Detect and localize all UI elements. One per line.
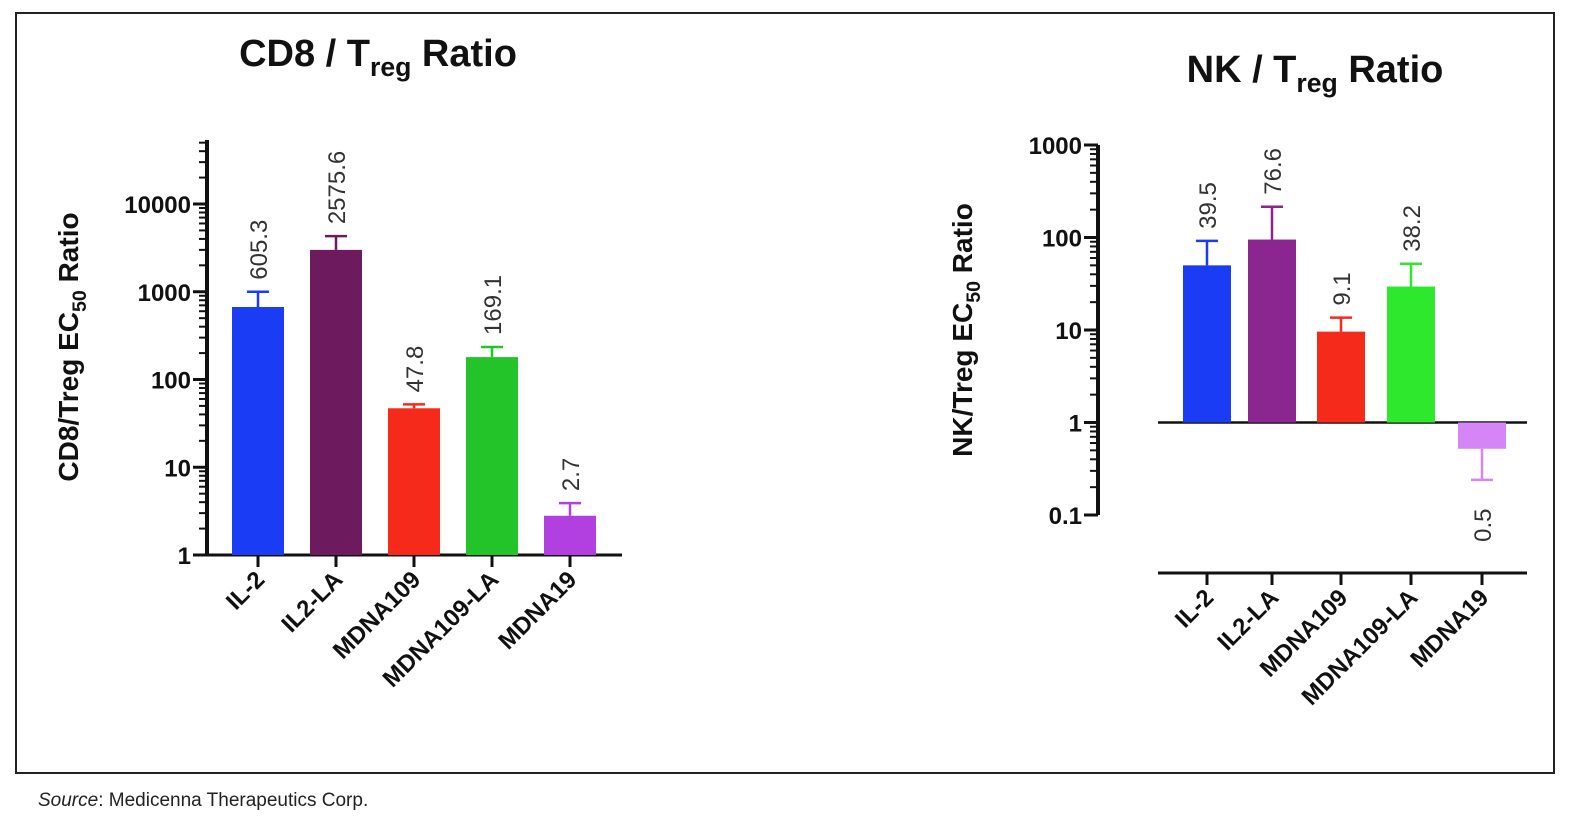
y-axis-title-sub: 50 [963, 281, 985, 303]
data-label: 169.1 [480, 275, 507, 335]
source-text: : Medicenna Therapeutics Corp. [98, 790, 369, 811]
figure-frame [15, 12, 1555, 774]
bar-il-2 [1183, 265, 1231, 423]
chart-title-main: CD8 / T [239, 33, 370, 75]
y-axis-title: CD8/Treg EC50 Ratio [53, 212, 91, 481]
y-axis-title-end: Ratio [53, 212, 84, 290]
data-label: 39.5 [1195, 182, 1222, 229]
chart-title-end: Ratio [411, 33, 517, 75]
y-tick-label: 10000 [124, 192, 191, 219]
y-tick-label: 1000 [1029, 133, 1082, 160]
y-tick-label: 10 [164, 455, 191, 482]
y-axis-title: NK/Treg EC50 Ratio [947, 203, 985, 457]
bar-mdna109-la [1387, 286, 1435, 423]
bar-il2-la [1248, 239, 1296, 423]
category-label: MDNA19 [1405, 584, 1494, 673]
bar-mdna19 [1458, 422, 1506, 449]
y-axis-title-sub: 50 [69, 290, 91, 312]
bar-mdna109 [388, 408, 440, 555]
chart-title: CD8 / Treg Ratio [239, 33, 517, 82]
y-axis-title-main: CD8/Treg EC [53, 312, 84, 482]
chart-title: NK / Treg Ratio [1187, 49, 1444, 98]
y-tick-label: 0.1 [1049, 503, 1082, 530]
y-axis-title-main: NK/Treg EC [947, 303, 978, 457]
y-tick-label: 100 [1042, 226, 1082, 253]
data-label: 605.3 [246, 220, 273, 280]
chart-title-sub: reg [370, 52, 411, 82]
chart-title-end: Ratio [1338, 49, 1444, 91]
y-tick-label: 1 [1069, 411, 1082, 438]
data-label: 2575.6 [324, 151, 351, 224]
source-label: Source [38, 790, 99, 811]
data-label: 47.8 [402, 346, 429, 393]
y-tick-label: 10 [1055, 318, 1082, 345]
bar-mdna109 [1317, 331, 1365, 423]
data-label: 0.5 [1470, 508, 1497, 541]
category-label: IL2-LA [276, 566, 348, 638]
category-label: IL-2 [221, 566, 270, 615]
chart-title-main: NK / T [1187, 49, 1297, 91]
bar-il-2 [232, 307, 284, 555]
category-label: IL-2 [1170, 584, 1219, 633]
bar-mdna109-la [466, 357, 518, 555]
chart-title-sub: reg [1296, 68, 1337, 98]
data-label: 2.7 [558, 458, 585, 491]
data-label: 9.1 [1329, 272, 1356, 305]
data-label: 38.2 [1399, 205, 1426, 252]
y-tick-label: 1000 [138, 280, 191, 307]
data-label: 76.6 [1260, 148, 1287, 195]
source-note: Source: Medicenna Therapeutics Corp. [38, 790, 368, 812]
category-label: MDNA19 [493, 566, 582, 655]
y-axis-title-end: Ratio [947, 203, 978, 281]
y-tick-label: 1 [178, 543, 191, 570]
y-tick-label: 100 [151, 368, 191, 395]
bar-mdna19 [544, 515, 596, 555]
bar-il2-la [310, 249, 362, 555]
